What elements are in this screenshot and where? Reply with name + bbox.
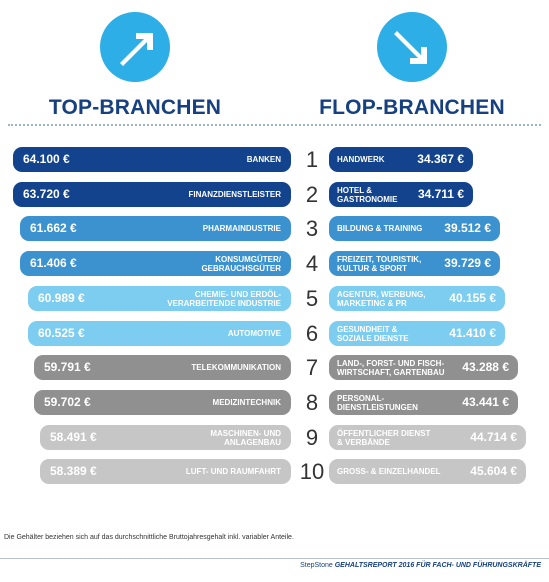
footnote: Die Gehälter beziehen sich auf das durch… [4,534,294,541]
top-bar-label: MASCHINEN- UND ANLAGENBAU [210,428,281,447]
top-bar-value: 59.702 € [44,395,91,409]
chart-row: 58.491 € MASCHINEN- UND ANLAGENBAU 9 ÖFFENT… [0,425,549,450]
top-bar-label: CHEMIE- UND ERDÖL- VERARBEITENDE INDUSTR… [167,289,281,308]
top-bar-label: PHARMAINDUSTRIE [202,224,281,233]
rank-label: 2 [305,182,319,207]
flop-header: FLOP-BRANCHEN [292,0,532,120]
top-bar-label: KONSUMGÜTER/ GEBRAUCHSGÜTER [201,254,281,273]
flop-bar-value: 34.711 € [417,187,464,201]
top-bar: 58.389 € LUFT- UND RAUMFAHRT [40,459,291,484]
flop-bar: HANDWERK 34.367 € [329,147,473,172]
flop-bar: GROSS- & EINZELHANDEL 45.604 € [329,459,526,484]
flop-bar-label: GESUNDHEIT & SOZIALE DIENSTE [337,324,409,343]
top-bar: 64.100 € BANKEN [13,147,291,172]
chart-row: 60.989 € CHEMIE- UND ERDÖL- VERARBEITENDE… [0,286,549,311]
flop-bar: LAND-, FORST- UND FISCH- WIRTSCHAFT, GAR… [329,355,518,380]
top-bar-label: TELEKOMMUNIKATION [191,363,281,372]
flop-bar: HOTEL & GASTRONOMIE 34.711 € [329,182,473,207]
top-bar: 61.406 € KONSUMGÜTER/ GEBRAUCHSGÜTER [20,251,291,276]
top-bar-value: 63.720 € [23,187,70,201]
arrow-up-right-icon [100,12,170,82]
rank-label: 6 [305,321,319,346]
top-bar-value: 64.100 € [23,152,70,166]
flop-bar-value: 44.714 € [470,430,517,444]
flop-bar-value: 39.512 € [444,221,491,235]
flop-bar-value: 40.155 € [449,291,496,305]
top-bar-label: FINANZDIENSTLEISTER [188,190,281,199]
top-bar-label: MEDIZINTECHNIK [212,398,281,407]
flop-title: FLOP-BRANCHEN [319,96,505,119]
chart-row: 60.525 € AUTOMOTIVE 6 GESUNDHEIT & SOZIALE … [0,321,549,346]
rank-label: 1 [305,147,319,172]
top-title: TOP-BRANCHEN [48,96,222,119]
flop-bar-value: 43.441 € [462,395,509,409]
top-bar: 60.525 € AUTOMOTIVE [28,321,291,346]
chart-row: 61.406 € KONSUMGÜTER/ GEBRAUCHSGÜTER 4 FREI… [0,251,549,276]
flop-bar-label: ÖFFENTLICHER DIENST & VERBÄNDE [337,428,431,447]
top-header: TOP-BRANCHEN [15,0,255,120]
chart-row: 59.702 € MEDIZINTECHNIK 8 PERSONAL- DIENSTL… [0,390,549,415]
flop-bar: FREIZEIT, TOURISTIK, KULTUR & SPORT 39.72… [329,251,500,276]
flop-bar-label: BILDUNG & TRAINING [337,224,423,233]
flop-bar-value: 43.288 € [462,360,509,374]
top-bar: 59.702 € MEDIZINTECHNIK [34,390,291,415]
rank-label: 7 [305,355,319,380]
top-bar-value: 61.662 € [30,221,77,235]
flop-bar-label: HANDWERK [337,155,385,164]
rank-label: 3 [305,216,319,241]
flop-bar-value: 41.410 € [449,326,496,340]
flop-bar: PERSONAL- DIENSTLEISTUNGEN 43.441 € [329,390,518,415]
flop-bar: AGENTUR, WERBUNG, MARKETING & PR 40.155 € [329,286,505,311]
chart-row: 61.662 € PHARMAINDUSTRIE 3 BILDUNG & TRAINI… [0,216,549,241]
rank-label: 9 [305,425,319,450]
top-bar-value: 60.525 € [38,326,85,340]
footer-divider [0,558,549,559]
footer: StepStone GEHALTSREPORT 2016 FÜR FACH- U… [300,562,541,569]
flop-bar: BILDUNG & TRAINING 39.512 € [329,216,500,241]
rank-label: 5 [305,286,319,311]
flop-bar: GESUNDHEIT & SOZIALE DIENSTE 41.410 € [329,321,505,346]
flop-bar-value: 34.367 € [417,152,464,166]
flop-bar-label: GROSS- & EINZELHANDEL [337,467,441,476]
flop-bar-label: FREIZEIT, TOURISTIK, KULTUR & SPORT [337,254,422,273]
rank-label: 8 [305,390,319,415]
rank-label: 4 [305,251,319,276]
top-bar-label: LUFT- UND RAUMFAHRT [185,467,281,476]
chart-row: 58.389 € LUFT- UND RAUMFAHRT 10 GROSS- & EI… [0,459,549,484]
top-bar: 61.662 € PHARMAINDUSTRIE [20,216,291,241]
divider [8,124,541,126]
top-bar: 59.791 € TELEKOMMUNIKATION [34,355,291,380]
footer-brand: StepStone [300,562,333,569]
flop-bar: ÖFFENTLICHER DIENST & VERBÄNDE 44.714 € [329,425,526,450]
flop-bar-value: 45.604 € [470,464,517,478]
top-bar: 58.491 € MASCHINEN- UND ANLAGENBAU [40,425,291,450]
flop-bar-label: HOTEL & GASTRONOMIE [337,185,398,204]
footer-report: GEHALTSREPORT 2016 FÜR FACH- UND FÜHRUNG… [334,562,541,569]
chart-row: 64.100 € BANKEN 1 HANDWERK 34.367 € [0,147,549,172]
arrow-down-right-icon [377,12,447,82]
top-bar-value: 58.389 € [50,464,97,478]
top-bar-value: 60.989 € [38,291,85,305]
top-bar-value: 59.791 € [44,360,91,374]
chart-row: 59.791 € TELEKOMMUNIKATION 7 LAND-, FORST- … [0,355,549,380]
flop-bar-label: AGENTUR, WERBUNG, MARKETING & PR [337,289,426,308]
flop-bar-value: 39.729 € [444,256,491,270]
flop-bar-label: PERSONAL- DIENSTLEISTUNGEN [337,393,418,412]
top-bar-value: 61.406 € [30,256,77,270]
top-bar: 60.989 € CHEMIE- UND ERDÖL- VERARBEITENDE… [28,286,291,311]
top-bar-label: AUTOMOTIVE [227,329,281,338]
top-bar-label: BANKEN [246,155,281,164]
flop-bar-label: LAND-, FORST- UND FISCH- WIRTSCHAFT, GAR… [337,358,445,377]
chart-row: 63.720 € FINANZDIENSTLEISTER 2 HOTEL & GAST… [0,182,549,207]
rank-label: 10 [299,459,325,484]
top-bar-value: 58.491 € [50,430,97,444]
top-bar: 63.720 € FINANZDIENSTLEISTER [13,182,291,207]
